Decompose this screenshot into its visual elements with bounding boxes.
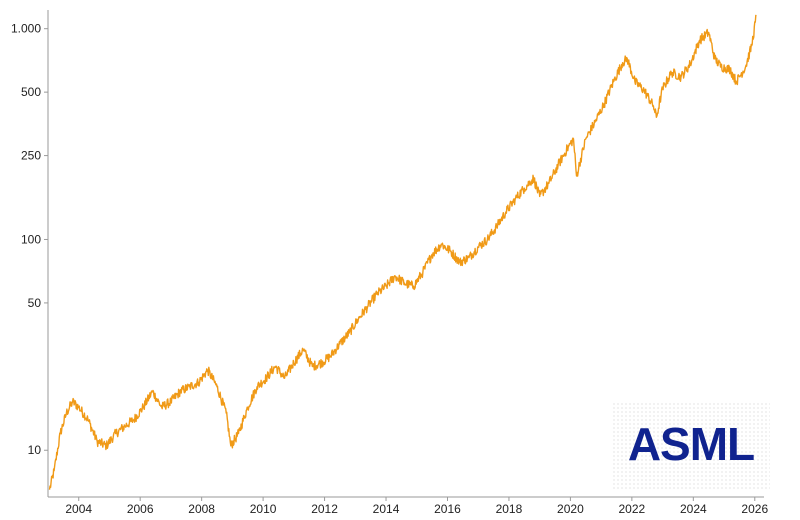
y-tick-label: 100	[21, 232, 41, 246]
series-line	[48, 14, 757, 490]
x-tick-label: 2018	[496, 502, 523, 516]
x-tick-label: 2004	[65, 502, 92, 516]
series-group	[48, 14, 757, 490]
x-tick-label: 2022	[619, 502, 646, 516]
x-tick-label: 2020	[557, 502, 584, 516]
x-tick-label: 2024	[680, 502, 707, 516]
x-tick-label: 2026	[741, 502, 768, 516]
asml-logo-text: ASML	[627, 418, 755, 470]
y-tick-label: 1.000	[11, 22, 41, 36]
y-tick-label: 10	[28, 443, 42, 457]
y-tick-label: 50	[28, 296, 42, 310]
x-tick-label: 2012	[311, 502, 338, 516]
y-tick-label: 500	[21, 85, 41, 99]
x-tick-label: 2006	[127, 502, 154, 516]
x-tick-label: 2010	[250, 502, 277, 516]
x-tick-label: 2016	[434, 502, 461, 516]
y-tick-label: 250	[21, 149, 41, 163]
asml-logo: ASML	[612, 402, 770, 490]
chart-axes	[47, 10, 764, 498]
x-tick-label: 2008	[188, 502, 215, 516]
axis-ticks: 10 50 100 250 500 1.000 2004 2006 2008 2010 2012 20…	[11, 22, 768, 516]
x-tick-label: 2014	[373, 502, 400, 516]
